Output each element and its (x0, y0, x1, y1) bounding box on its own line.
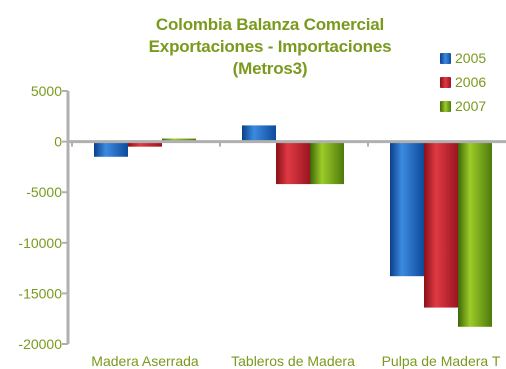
bar-2007-0 (162, 138, 196, 142)
chart-title-line-3: (Metros3) (232, 59, 308, 78)
legend-swatch-2007 (440, 100, 451, 112)
bar-2006-2 (424, 141, 458, 308)
x-tick-label: Tableros de Madera (231, 353, 355, 369)
legend-swatch-2006 (440, 76, 451, 88)
chart-title: Colombia Balanza Comercial Exportaciones… (100, 14, 440, 80)
chart-title-line-1: Colombia Balanza Comercial (155, 15, 385, 34)
legend-item-2006: 2006 (440, 70, 486, 94)
x-axis: Madera Aserrada Tableros de Madera Pulpa d… (68, 140, 506, 369)
legend-label-2005: 2005 (455, 50, 487, 66)
y-tick-label: -5000 (26, 184, 62, 200)
bar-2007-1 (310, 141, 344, 185)
bar-2007-2 (458, 141, 492, 327)
bar-2005-1 (242, 125, 276, 142)
bar-2006-0 (128, 141, 162, 147)
bar-2005-0 (94, 141, 128, 157)
bars-group (94, 125, 492, 327)
legend-label-2006: 2006 (455, 74, 487, 90)
y-tick-label: -20000 (18, 336, 62, 352)
y-tick-label: 0 (54, 134, 62, 150)
y-axis: 5000 0 -5000 -10000 -15000 -20000 (18, 83, 70, 352)
y-tick-label: 5000 (31, 83, 62, 99)
legend-label-2007: 2007 (455, 98, 487, 114)
bar-2006-1 (276, 141, 310, 185)
y-tick-label: -10000 (18, 235, 62, 251)
bar-2005-2 (390, 141, 424, 277)
legend: 2005 2006 2007 (440, 46, 486, 118)
legend-item-2007: 2007 (440, 94, 486, 118)
chart-title-line-2: Exportaciones - Importaciones (148, 37, 392, 56)
y-tick-label: -15000 (18, 285, 62, 301)
x-tick-label: Madera Aserrada (91, 353, 199, 369)
legend-swatch-2005 (440, 52, 451, 64)
legend-item-2005: 2005 (440, 46, 486, 70)
x-tick-label: Pulpa de Madera T (382, 353, 501, 369)
